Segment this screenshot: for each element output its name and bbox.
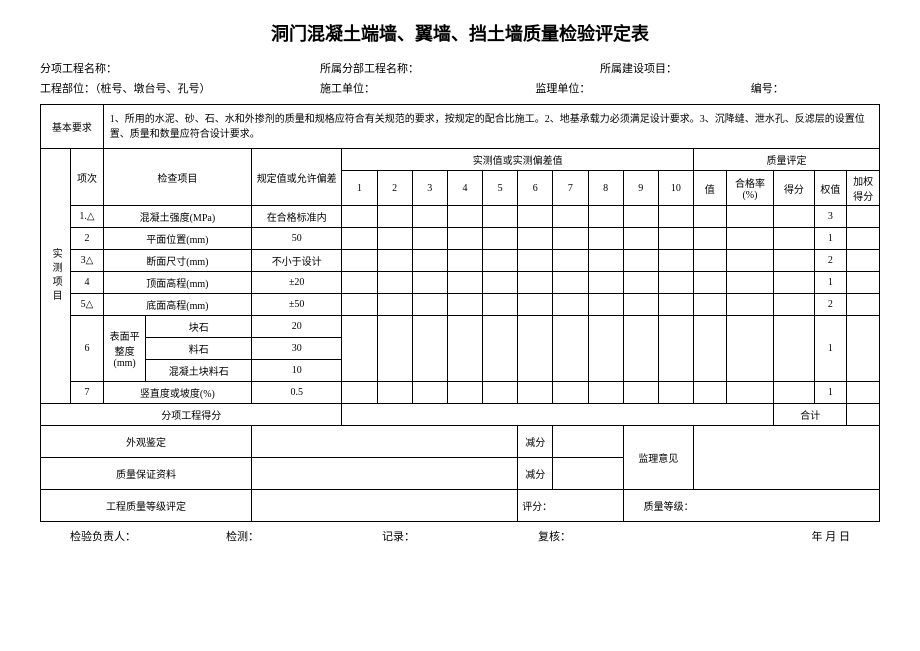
- row-no: 4: [71, 272, 104, 294]
- col-weight: 权值: [814, 171, 847, 206]
- row-no: 6: [71, 316, 104, 382]
- row-weight: 1: [814, 316, 847, 382]
- grade-label: 质量等级：: [623, 490, 879, 522]
- row-spec: 在合格标准内: [251, 206, 341, 228]
- col-rep-val: 值: [693, 171, 726, 206]
- table-row: 7 竖直度或坡度(%) 0.5 1: [41, 382, 880, 404]
- col-m9: 9: [623, 171, 658, 206]
- hdr-proj-name: 分项工程名称：: [40, 60, 320, 76]
- row-no: 3△: [71, 250, 104, 272]
- col-measured-group: 实测值或实测偏差值: [342, 149, 694, 171]
- basic-req-text: 1、所用的水泥、砂、石、水和外掺剂的质量和规格应符合有关规范的要求，按规定的配合…: [103, 105, 879, 149]
- page-title: 洞门混凝土端墙、翼墙、挡土墙质量检验评定表: [40, 20, 880, 46]
- appearance-row: 外观鉴定 减分 监理意见: [41, 426, 880, 458]
- table-row: 5△ 底面高程(mm) ±50 2: [41, 294, 880, 316]
- col-pass-rate: 合格率(%): [726, 171, 774, 206]
- row-no: 1.△: [71, 206, 104, 228]
- header-row-group: 实测项目 项次 检查项目 规定值或允许偏差 实测值或实测偏差值 质量评定: [41, 149, 880, 171]
- col-m6: 6: [518, 171, 553, 206]
- eval-label: 评分：: [518, 490, 623, 522]
- footer-test: 检测：: [226, 528, 382, 544]
- hdr-location: 工程部位：（桩号、墩台号、孔号）: [40, 80, 320, 96]
- supervise-label: 监理意见: [623, 426, 693, 490]
- header-row-1: 分项工程名称： 所属分部工程名称： 所属建设项目：: [40, 60, 880, 76]
- subtotal-total: 合计: [774, 404, 847, 426]
- footer-inspector: 检验负责人：: [40, 528, 226, 544]
- footer-row: 检验负责人： 检测： 记录： 复核： 年 月 日: [40, 528, 880, 544]
- col-item-no: 项次: [71, 149, 104, 206]
- section-label: 实测项目: [41, 149, 71, 404]
- row-weight: 1: [814, 228, 847, 250]
- col-m5: 5: [483, 171, 518, 206]
- row-weight: 3: [814, 206, 847, 228]
- basic-req-label: 基本要求: [41, 105, 104, 149]
- col-m1: 1: [342, 171, 377, 206]
- col-m3: 3: [412, 171, 447, 206]
- hdr-serial: 编号：: [751, 80, 880, 96]
- subtotal-row: 分项工程得分 合计: [41, 404, 880, 426]
- row-spec: 30: [251, 338, 341, 360]
- quality-grade-label: 工程质量等级评定: [41, 490, 252, 522]
- row-spec: ±50: [251, 294, 341, 316]
- col-m8: 8: [588, 171, 623, 206]
- row-no: 2: [71, 228, 104, 250]
- table-row: 2 平面位置(mm) 50 1: [41, 228, 880, 250]
- table-row: 3△ 断面尺寸(mm) 不小于设计 2: [41, 250, 880, 272]
- col-m2: 2: [377, 171, 412, 206]
- col-spec: 规定值或允许偏差: [251, 149, 341, 206]
- row-item: 断面尺寸(mm): [103, 250, 251, 272]
- col-quality-group: 质量评定: [693, 149, 879, 171]
- row-item: 混凝土强度(MPa): [103, 206, 251, 228]
- grade-row: 工程质量等级评定 评分： 质量等级：: [41, 490, 880, 522]
- subtotal-label: 分项工程得分: [41, 404, 342, 426]
- table-row: 4 顶面高程(mm) ±20 1: [41, 272, 880, 294]
- col-m7: 7: [553, 171, 588, 206]
- row-item: 平面位置(mm): [103, 228, 251, 250]
- row-weight: 1: [814, 382, 847, 404]
- table-row: 6 表面平整度(mm) 块石 20 1: [41, 316, 880, 338]
- row-weight: 2: [814, 250, 847, 272]
- basic-req-row: 基本要求 1、所用的水泥、砂、石、水和外掺剂的质量和规格应符合有关规范的要求，按…: [41, 105, 880, 149]
- hdr-section-name: 所属分部工程名称：: [320, 60, 600, 76]
- row-group-label: 表面平整度(mm): [103, 316, 146, 382]
- row-no: 5△: [71, 294, 104, 316]
- row-spec: 10: [251, 360, 341, 382]
- row-sub-item: 混凝土块料石: [146, 360, 252, 382]
- row-item: 竖直度或坡度(%): [103, 382, 251, 404]
- row-sub-item: 块石: [146, 316, 252, 338]
- row-weight: 2: [814, 294, 847, 316]
- hdr-build-proj: 所属建设项目：: [600, 60, 880, 76]
- row-no: 7: [71, 382, 104, 404]
- row-spec: ±20: [251, 272, 341, 294]
- row-item: 顶面高程(mm): [103, 272, 251, 294]
- row-sub-item: 料石: [146, 338, 252, 360]
- row-item: 底面高程(mm): [103, 294, 251, 316]
- col-score: 得分: [774, 171, 814, 206]
- deduct-label: 减分: [518, 426, 553, 458]
- footer-review: 复核：: [538, 528, 694, 544]
- header-row-2: 工程部位：（桩号、墩台号、孔号） 施工单位： 监理单位： 编号：: [40, 80, 880, 96]
- row-spec: 0.5: [251, 382, 341, 404]
- col-check-item: 检查项目: [103, 149, 251, 206]
- col-weight-score: 加权得分: [847, 171, 880, 206]
- row-spec: 20: [251, 316, 341, 338]
- hdr-construct-unit: 施工单位：: [320, 80, 535, 96]
- row-weight: 1: [814, 272, 847, 294]
- footer-date: 年 月 日: [694, 528, 880, 544]
- hdr-supervise-unit: 监理单位：: [535, 80, 750, 96]
- qa-label: 质量保证资料: [41, 458, 252, 490]
- footer-record: 记录：: [382, 528, 538, 544]
- row-spec: 不小于设计: [251, 250, 341, 272]
- deduct-label-2: 减分: [518, 458, 553, 490]
- main-table: 基本要求 1、所用的水泥、砂、石、水和外掺剂的质量和规格应符合有关规范的要求，按…: [40, 104, 880, 522]
- row-spec: 50: [251, 228, 341, 250]
- table-row: 1.△ 混凝土强度(MPa) 在合格标准内 3: [41, 206, 880, 228]
- col-m4: 4: [447, 171, 482, 206]
- appearance-label: 外观鉴定: [41, 426, 252, 458]
- col-m10: 10: [658, 171, 693, 206]
